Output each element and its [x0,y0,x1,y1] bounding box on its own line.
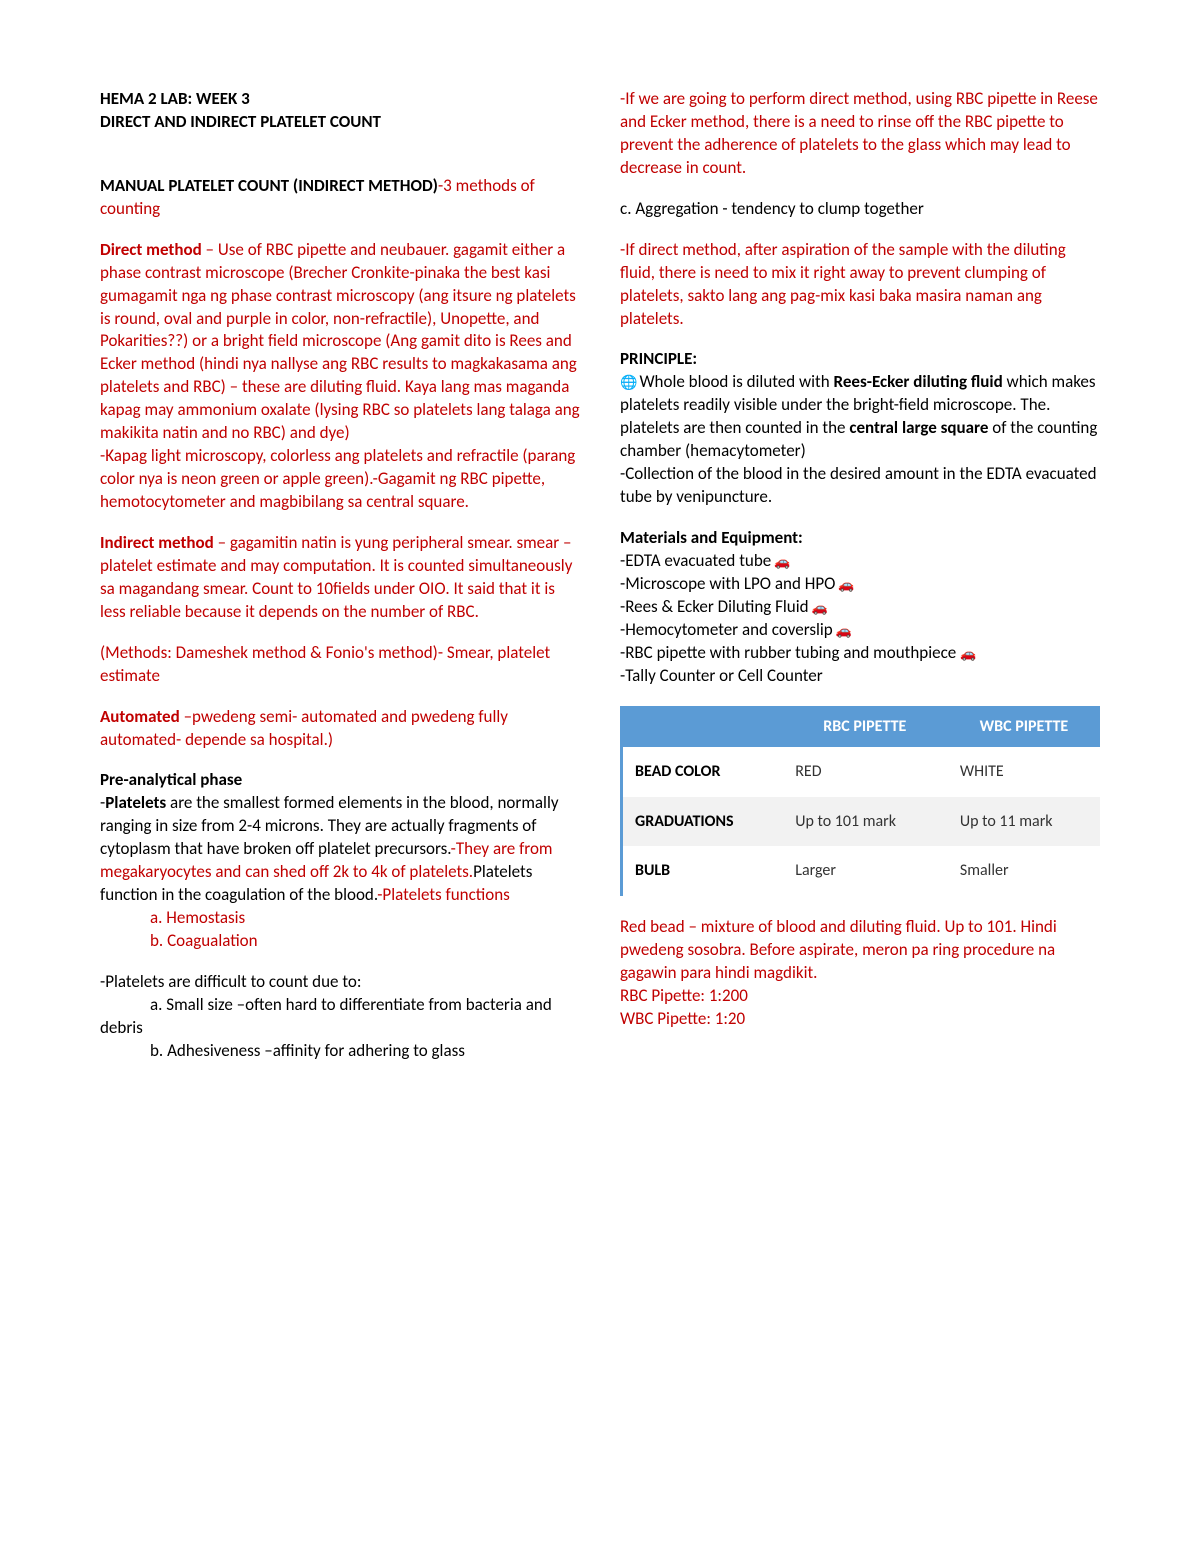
bead-note: Red bead – mixture of blood and diluting… [620,916,1100,985]
automated-label: Automated [100,706,180,727]
table-row: GRADUATIONS Up to 101 mark Up to 11 mark [622,797,1101,847]
rbc-ratio: RBC Pipette: 1:200 [620,985,1100,1008]
automated-block: Automated –pwedeng semi- automated and p… [100,706,580,752]
right-column: -If we are going to perform direct metho… [620,88,1100,1081]
table-header-row: RBC PIPETTE WBC PIPETTE [622,706,1101,748]
table-row: BULB Larger Smaller [622,846,1101,896]
material-5: -RBC pipette with rubber tubing and mout… [620,642,1100,665]
platelets-description: -Platelets are the smallest formed eleme… [100,792,580,907]
direct-method-body: – Use of RBC pipette and neubauer. gagam… [100,239,580,444]
function-b: b. Coagualation [100,930,580,953]
principle-block: PRINCIPLE: Whole blood is diluted with R… [620,348,1100,509]
function-a: a. Hemostasis [100,907,580,930]
difficult-intro: -Platelets are difficult to count due to… [100,971,580,994]
indirect-method-block: Indirect method – gagamitin natin is yun… [100,532,580,624]
row-bulb-label: BULB [622,846,784,896]
material-4: -Hemocytometer and coverslip [620,619,1100,642]
table-row: BEAD COLOR RED WHITE [622,747,1101,797]
table-header-wbc: WBC PIPETTE [948,706,1100,748]
principle-body: Whole blood is diluted with Rees-Ecker d… [620,371,1100,463]
header-block: HEMA 2 LAB: WEEK 3 DIRECT AND INDIRECT P… [100,88,580,134]
material-6: -Tally Counter or Cell Counter [620,665,1100,688]
document-page: HEMA 2 LAB: WEEK 3 DIRECT AND INDIRECT P… [100,88,1100,1081]
row-bulb-rbc: Larger [783,846,948,896]
header-line-2: DIRECT AND INDIRECT PLATELET COUNT [100,111,580,134]
header-line-1: HEMA 2 LAB: WEEK 3 [100,88,580,111]
methods-text: (Methods: Dameshek method & Fonio's meth… [100,642,580,688]
globe-icon [620,371,639,392]
materials-title: Materials and Equipment: [620,527,1100,550]
material-3: -Rees & Ecker Diluting Fluid [620,596,1100,619]
difficult-b: b. Adhesiveness –affinity for adhering t… [100,1040,580,1063]
preanalytical-block: Pre-analytical phase -Platelets are the … [100,769,580,953]
direct-method-block: Direct method – Use of RBC pipette and n… [100,239,580,514]
direct-method-label: Direct method [100,239,202,260]
material-2: -Microscope with LPO and HPO [620,573,1100,596]
material-1: -EDTA evacuated tube [620,550,1100,573]
principle-collection: -Collection of the blood in the desired … [620,463,1100,509]
principle-title: PRINCIPLE: [620,348,1100,371]
preanalytical-title: Pre-analytical phase [100,769,580,792]
row-grad-wbc: Up to 11 mark [948,797,1100,847]
manual-title: MANUAL PLATELET COUNT (INDIRECT METHOD) [100,175,438,196]
row-bead-rbc: RED [783,747,948,797]
aggregation-note: -If direct method, after aspiration of t… [620,239,1100,331]
rinse-note: -If we are going to perform direct metho… [620,88,1100,180]
pipette-table: RBC PIPETTE WBC PIPETTE BEAD COLOR RED W… [620,706,1100,896]
left-column: HEMA 2 LAB: WEEK 3 DIRECT AND INDIRECT P… [100,88,580,1081]
materials-block: Materials and Equipment: -EDTA evacuated… [620,527,1100,688]
manual-count-heading: MANUAL PLATELET COUNT (INDIRECT METHOD)-… [100,175,580,221]
difficult-a: a. Small size –often hard to differentia… [100,994,580,1040]
table-header-blank [622,706,784,748]
row-grad-rbc: Up to 101 mark [783,797,948,847]
methods-note: (Methods: Dameshek method & Fonio's meth… [100,642,580,688]
indirect-method-label: Indirect method [100,532,214,553]
difficult-block: -Platelets are difficult to count due to… [100,971,580,1063]
wbc-ratio: WBC Pipette: 1:20 [620,1008,1100,1031]
table-header-rbc: RBC PIPETTE [783,706,948,748]
aggregation-line: c. Aggregation - tendency to clump toget… [620,198,1100,221]
row-bulb-wbc: Smaller [948,846,1100,896]
row-bead-wbc: WHITE [948,747,1100,797]
row-bead-label: BEAD COLOR [622,747,784,797]
bead-note-block: Red bead – mixture of blood and diluting… [620,916,1100,1031]
direct-method-body-2: -Kapag light microscopy, colorless ang p… [100,445,580,514]
row-grad-label: GRADUATIONS [622,797,784,847]
